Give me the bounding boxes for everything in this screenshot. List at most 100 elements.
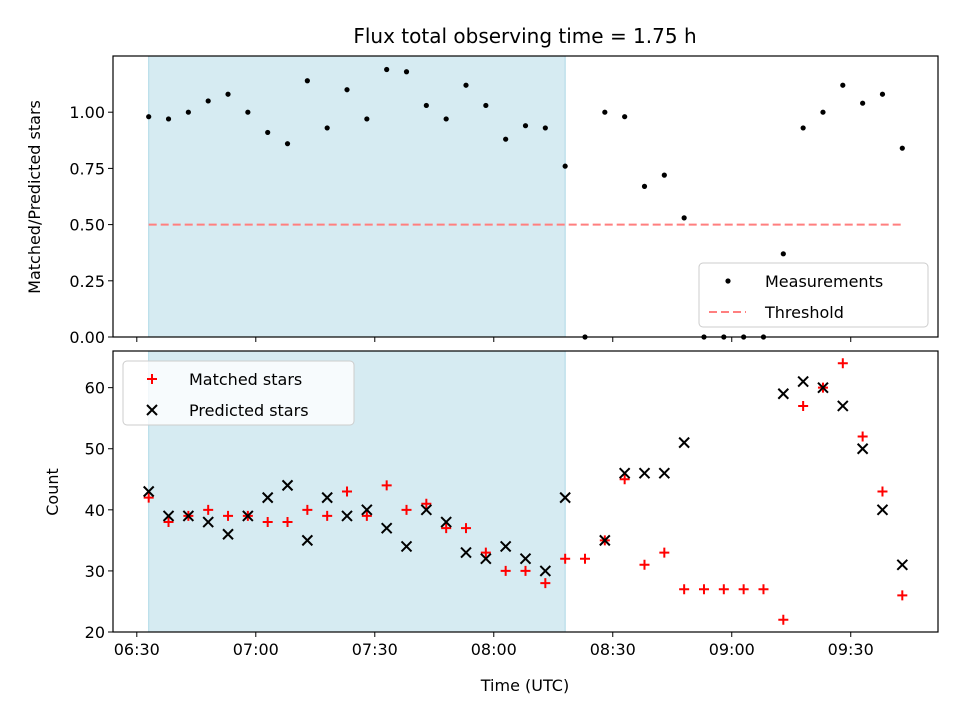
measurement-point xyxy=(522,123,529,129)
matched-star-point xyxy=(798,400,809,411)
matched-star-point xyxy=(322,510,333,521)
predicted-star-point xyxy=(361,504,373,516)
top-shaded-interval xyxy=(148,55,566,338)
measurement-point xyxy=(423,102,429,109)
legend-predicted-stars-swatch xyxy=(146,404,158,416)
bottom-legend: Matched stars Predicted stars xyxy=(122,360,355,426)
bottom-y-tick-label: 60 xyxy=(85,379,105,398)
measurement-point xyxy=(562,163,568,169)
x-tick-label: 09:00 xyxy=(709,640,755,659)
predicted-star-point xyxy=(856,443,869,455)
bottom-panel: 20 30 40 50 60 06:30 07:00 07:30 08:00 08:30 09:00… xyxy=(85,350,939,659)
predicted-star-point xyxy=(896,559,909,571)
legend-predicted-stars-label: Predicted stars xyxy=(189,401,309,420)
chart-title: Flux total observing time = 1.75 h xyxy=(353,24,696,48)
predicted-star-point xyxy=(837,400,849,412)
measurement-point xyxy=(820,109,826,115)
predicted-star-point xyxy=(876,504,889,516)
matched-star-point xyxy=(441,523,452,534)
matched-star-point xyxy=(560,553,571,564)
legend-threshold-label: Threshold xyxy=(764,303,844,322)
top-y-tick-label: 0.75 xyxy=(69,159,105,178)
predicted-star-point xyxy=(658,467,671,479)
measurement-point xyxy=(840,82,846,88)
x-tick-label: 07:00 xyxy=(233,640,279,659)
matched-star-point xyxy=(480,547,491,558)
matched-star-point xyxy=(659,547,670,558)
x-tick-label: 07:30 xyxy=(352,640,398,659)
top-legend: Measurements Threshold xyxy=(698,262,929,328)
matched-star-point xyxy=(639,559,650,570)
matched-star-point xyxy=(203,504,214,515)
matched-star-point xyxy=(500,565,511,576)
bottom-legend-box xyxy=(122,360,355,426)
measurement-point xyxy=(205,98,211,104)
matched-star-point xyxy=(679,584,690,595)
predicted-star-point xyxy=(777,388,790,400)
matched-star-point xyxy=(262,517,273,528)
matched-star-point xyxy=(738,584,749,595)
matched-star-point xyxy=(381,480,392,491)
predicted-star-point xyxy=(539,565,552,577)
matched-star-point xyxy=(163,517,174,528)
top-panel: 0.00 0.25 0.50 0.75 1.00 Measurements Threshol… xyxy=(69,55,939,347)
bottom-y-tick-label: 30 xyxy=(85,562,105,581)
top-legend-box xyxy=(698,262,929,328)
matched-star-point xyxy=(143,492,154,503)
matched-star-point xyxy=(520,565,531,576)
measurement-point xyxy=(681,215,687,221)
predicted-star-point xyxy=(638,467,651,479)
x-axis-label: Time (UTC) xyxy=(480,676,569,695)
measurement-point xyxy=(304,78,310,84)
predicted-star-point xyxy=(261,491,274,504)
x-tick-label: 06:30 xyxy=(114,640,160,659)
predicted-star-point xyxy=(301,534,314,547)
predicted-star-point xyxy=(281,479,294,492)
measurement-point xyxy=(165,116,172,122)
measurement-point xyxy=(860,100,866,106)
top-y-axis-label: Matched/Predicted stars xyxy=(25,100,44,294)
matched-star-point xyxy=(857,431,868,442)
bottom-axes-frame xyxy=(112,350,939,633)
measurement-point xyxy=(800,125,806,131)
measurement-point xyxy=(403,69,410,75)
top-y-tick-label: 0.25 xyxy=(69,272,105,291)
top-y-tick-label: 1.00 xyxy=(69,103,105,122)
predicted-star-point xyxy=(341,510,353,522)
matched-star-point xyxy=(223,510,234,521)
matched-star-point xyxy=(282,517,293,528)
matched-star-point xyxy=(342,486,353,497)
predicted-star-point xyxy=(162,510,175,522)
bottom-y-tick-label: 20 xyxy=(85,623,105,642)
matched-star-point xyxy=(897,590,908,601)
x-tick-label: 08:30 xyxy=(590,640,636,659)
predicted-star-point xyxy=(460,546,472,559)
bottom-series-predicted-stars xyxy=(142,375,909,577)
measurement-point xyxy=(899,145,905,151)
matched-star-point xyxy=(579,553,590,564)
measurement-point xyxy=(483,102,489,109)
measurement-point xyxy=(443,116,449,122)
matched-star-point xyxy=(718,584,729,595)
predicted-star-point xyxy=(499,540,512,553)
matched-star-point xyxy=(619,474,630,485)
legend-measurements-label: Measurements xyxy=(765,272,883,291)
measurement-point xyxy=(641,183,648,189)
top-series-measurements xyxy=(146,66,905,340)
matched-star-point xyxy=(877,486,888,497)
matched-star-point xyxy=(401,504,412,515)
legend-matched-stars-swatch xyxy=(147,374,157,384)
measurement-point xyxy=(503,136,509,142)
measurement-point xyxy=(879,91,886,97)
bottom-y-tick-label: 50 xyxy=(85,440,105,459)
measurement-point xyxy=(463,82,469,88)
predicted-star-point xyxy=(321,491,333,504)
predicted-star-point xyxy=(559,491,571,504)
matched-star-point xyxy=(361,510,372,521)
predicted-star-point xyxy=(380,522,393,534)
matched-star-point xyxy=(421,498,432,509)
predicted-star-point xyxy=(222,528,234,540)
predicted-star-point xyxy=(797,375,809,388)
bottom-series-matched-stars xyxy=(143,358,908,625)
predicted-star-point xyxy=(420,504,433,516)
